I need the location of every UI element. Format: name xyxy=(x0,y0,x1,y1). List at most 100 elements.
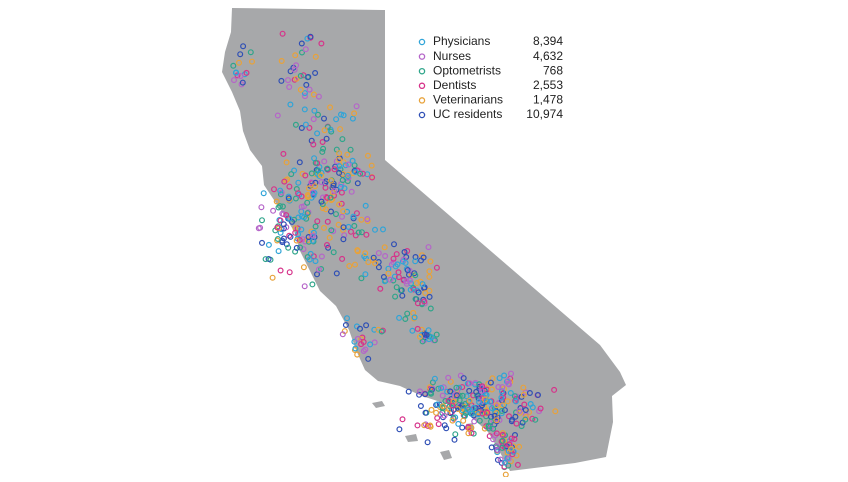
location-dot xyxy=(321,127,328,134)
location-dot xyxy=(296,237,303,244)
location-dot xyxy=(537,405,544,412)
location-dot xyxy=(502,471,509,478)
location-dot xyxy=(439,404,446,411)
location-dot xyxy=(416,391,423,398)
location-dot xyxy=(497,456,504,463)
location-dot xyxy=(387,276,394,283)
location-dot xyxy=(529,404,536,411)
california-outline xyxy=(222,8,626,471)
location-dot xyxy=(278,77,285,84)
location-dot xyxy=(230,62,237,69)
location-dot xyxy=(236,59,243,66)
location-dot xyxy=(312,69,319,76)
location-dot xyxy=(298,40,305,47)
location-dot xyxy=(353,103,360,110)
location-dot xyxy=(324,165,331,172)
location-dot xyxy=(310,192,317,199)
location-dot xyxy=(306,256,313,263)
location-dot xyxy=(315,266,322,273)
location-dot xyxy=(296,159,303,166)
location-dot xyxy=(336,150,343,157)
location-dot xyxy=(344,315,351,322)
location-dot xyxy=(372,260,379,267)
location-dot xyxy=(459,392,466,399)
location-dot xyxy=(442,398,449,405)
location-dot xyxy=(466,397,473,404)
location-dot xyxy=(397,287,404,294)
location-dot xyxy=(452,431,459,438)
location-dot xyxy=(364,216,371,223)
location-dot xyxy=(428,334,435,341)
location-dot xyxy=(278,57,285,64)
location-dot xyxy=(526,390,533,397)
location-dot xyxy=(377,285,384,292)
location-dot xyxy=(487,398,494,405)
location-dot xyxy=(520,384,527,391)
location-dot xyxy=(415,289,422,296)
location-dot xyxy=(299,49,306,56)
location-dot xyxy=(425,244,432,251)
location-dot xyxy=(336,163,343,170)
location-dot xyxy=(309,180,316,187)
location-dot xyxy=(466,387,473,394)
location-dot xyxy=(247,49,254,56)
location-dot xyxy=(280,235,287,242)
location-dot xyxy=(286,83,293,90)
location-dot xyxy=(498,394,505,401)
location-dot xyxy=(488,418,495,425)
location-dot xyxy=(347,146,354,153)
location-dot xyxy=(351,222,358,229)
location-dot xyxy=(308,170,315,177)
location-dot xyxy=(417,403,424,410)
location-dot xyxy=(511,436,518,443)
location-dot xyxy=(493,417,500,424)
location-dot xyxy=(447,388,454,395)
location-dot xyxy=(367,341,374,348)
location-dot xyxy=(396,426,403,433)
location-dot xyxy=(249,58,256,65)
location-dot xyxy=(433,331,440,338)
location-dot xyxy=(471,418,478,425)
island xyxy=(405,434,418,442)
location-dot xyxy=(286,269,293,276)
location-dot xyxy=(490,425,497,432)
location-dot xyxy=(468,430,475,437)
location-dot xyxy=(475,395,482,402)
location-dot xyxy=(337,166,344,173)
location-dot xyxy=(369,174,376,181)
location-dot xyxy=(425,327,432,334)
location-dot xyxy=(470,405,477,412)
location-dot xyxy=(460,417,467,424)
location-dot xyxy=(454,388,461,395)
location-dot xyxy=(318,40,325,47)
location-dot xyxy=(354,180,361,187)
location-dot xyxy=(422,391,429,398)
location-dot xyxy=(521,401,528,408)
location-dot xyxy=(402,259,409,266)
location-dot xyxy=(259,239,266,246)
location-dot xyxy=(465,430,472,437)
location-dot xyxy=(315,93,322,100)
location-dot xyxy=(456,397,463,404)
location-dot xyxy=(288,171,295,178)
location-dot xyxy=(302,172,309,179)
location-dot xyxy=(286,215,293,222)
location-dot xyxy=(351,338,358,345)
location-dot xyxy=(302,121,309,128)
location-dot xyxy=(349,157,356,164)
location-dot xyxy=(433,264,440,271)
location-dot xyxy=(375,259,382,266)
location-dot xyxy=(421,331,428,338)
location-dot xyxy=(283,212,290,219)
location-dot xyxy=(405,388,412,395)
location-dot xyxy=(414,280,421,287)
location-dot xyxy=(331,166,338,173)
location-dot xyxy=(312,183,319,190)
location-dot xyxy=(485,422,492,429)
location-dot xyxy=(324,124,331,131)
location-dot xyxy=(511,432,518,439)
location-dot xyxy=(462,400,469,407)
location-dot xyxy=(529,415,536,422)
location-dot xyxy=(365,152,372,159)
location-dot xyxy=(340,227,347,234)
